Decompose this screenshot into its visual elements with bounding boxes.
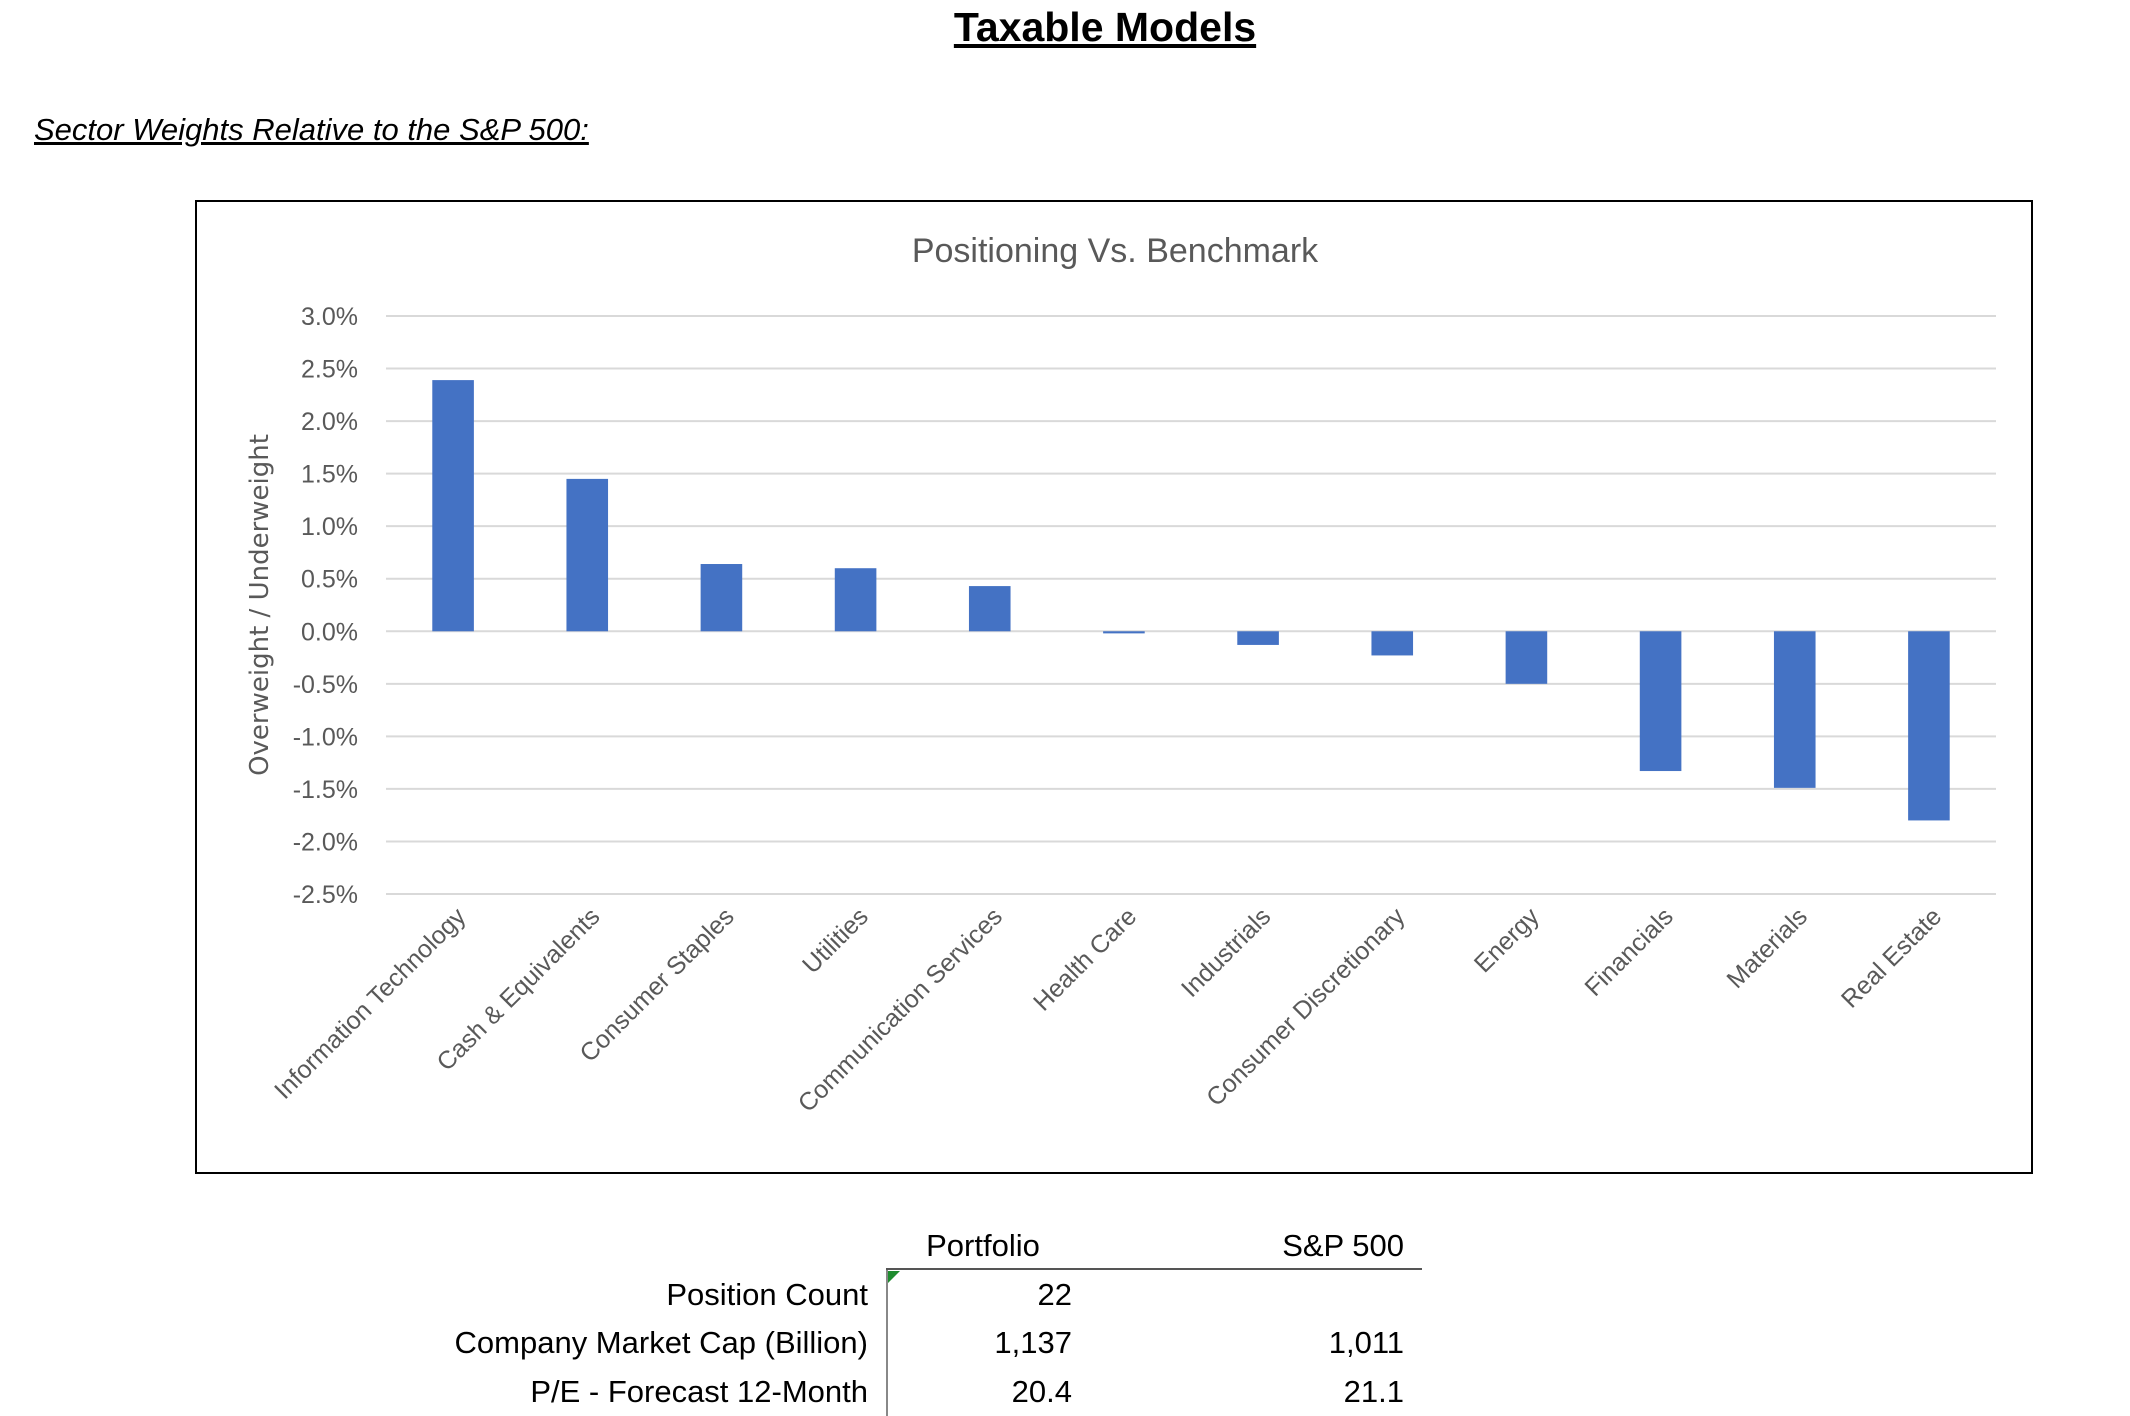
- bar: [834, 568, 877, 632]
- bar: [1505, 631, 1548, 684]
- y-tick-label: 0.0%: [301, 618, 358, 646]
- y-tick-label: 1.0%: [301, 513, 358, 541]
- portfolio-value: 20.4: [1011, 1374, 1072, 1409]
- x-tick-label: Energy: [1469, 902, 1545, 978]
- y-tick-label: 2.5%: [301, 356, 358, 384]
- x-tick-label: Real Estate: [1836, 902, 1947, 1013]
- x-tick-label: Health Care: [1028, 902, 1142, 1016]
- bar: [566, 478, 609, 632]
- x-tick-label: Utilities: [797, 902, 874, 979]
- bar: [1103, 631, 1145, 634]
- portfolio-value: 1,137: [994, 1325, 1072, 1360]
- y-tick-label: 2.0%: [301, 408, 358, 436]
- column-header-portfolio: Portfolio: [926, 1228, 1040, 1263]
- bar: [1908, 631, 1950, 821]
- sp500-value: 21.1: [1343, 1374, 1404, 1409]
- row-label: Company Market Cap (Billion): [454, 1325, 868, 1360]
- x-tick-label: Materials: [1721, 902, 1813, 994]
- row-label: Position Count: [666, 1277, 868, 1312]
- y-axis-label: Overweight / Underweight: [245, 434, 275, 776]
- page-title: Taxable Models: [953, 4, 1257, 50]
- bar: [432, 380, 474, 632]
- y-tick-label: -1.5%: [293, 776, 358, 804]
- bar: [1237, 631, 1279, 645]
- y-tick-label: -0.5%: [293, 671, 358, 699]
- x-tick-label: Financials: [1579, 902, 1678, 1001]
- y-tick-label: -2.0%: [293, 828, 358, 856]
- y-tick-label: -2.5%: [293, 881, 358, 909]
- y-tick-label: 0.5%: [301, 566, 358, 594]
- x-tick-label: Information Technology: [269, 902, 472, 1105]
- portfolio-value: 22: [1037, 1277, 1072, 1312]
- x-tick-label: Industrials: [1176, 902, 1276, 1002]
- row-label: P/E - Forecast 12-Month: [530, 1374, 868, 1409]
- y-tick-label: 1.5%: [301, 461, 358, 489]
- chart-title: Positioning Vs. Benchmark: [912, 232, 1319, 270]
- sp500-value: 1,011: [1328, 1325, 1404, 1360]
- y-tick-label: -1.0%: [293, 723, 358, 751]
- chart-frame: [195, 200, 2033, 1174]
- column-header-sp500: S&P 500: [1282, 1228, 1404, 1263]
- bar: [968, 586, 1011, 632]
- cell-error-indicator-icon: [888, 1271, 900, 1283]
- section-title: Sector Weights Relative to the S&P 500:: [34, 112, 589, 147]
- bar: [1371, 631, 1414, 656]
- header-divider: [886, 1268, 1422, 1270]
- y-tick-label: 3.0%: [301, 303, 358, 331]
- bar: [1773, 631, 1816, 788]
- bar: [1639, 631, 1682, 772]
- bar: [700, 564, 743, 632]
- column-divider: [886, 1270, 888, 1416]
